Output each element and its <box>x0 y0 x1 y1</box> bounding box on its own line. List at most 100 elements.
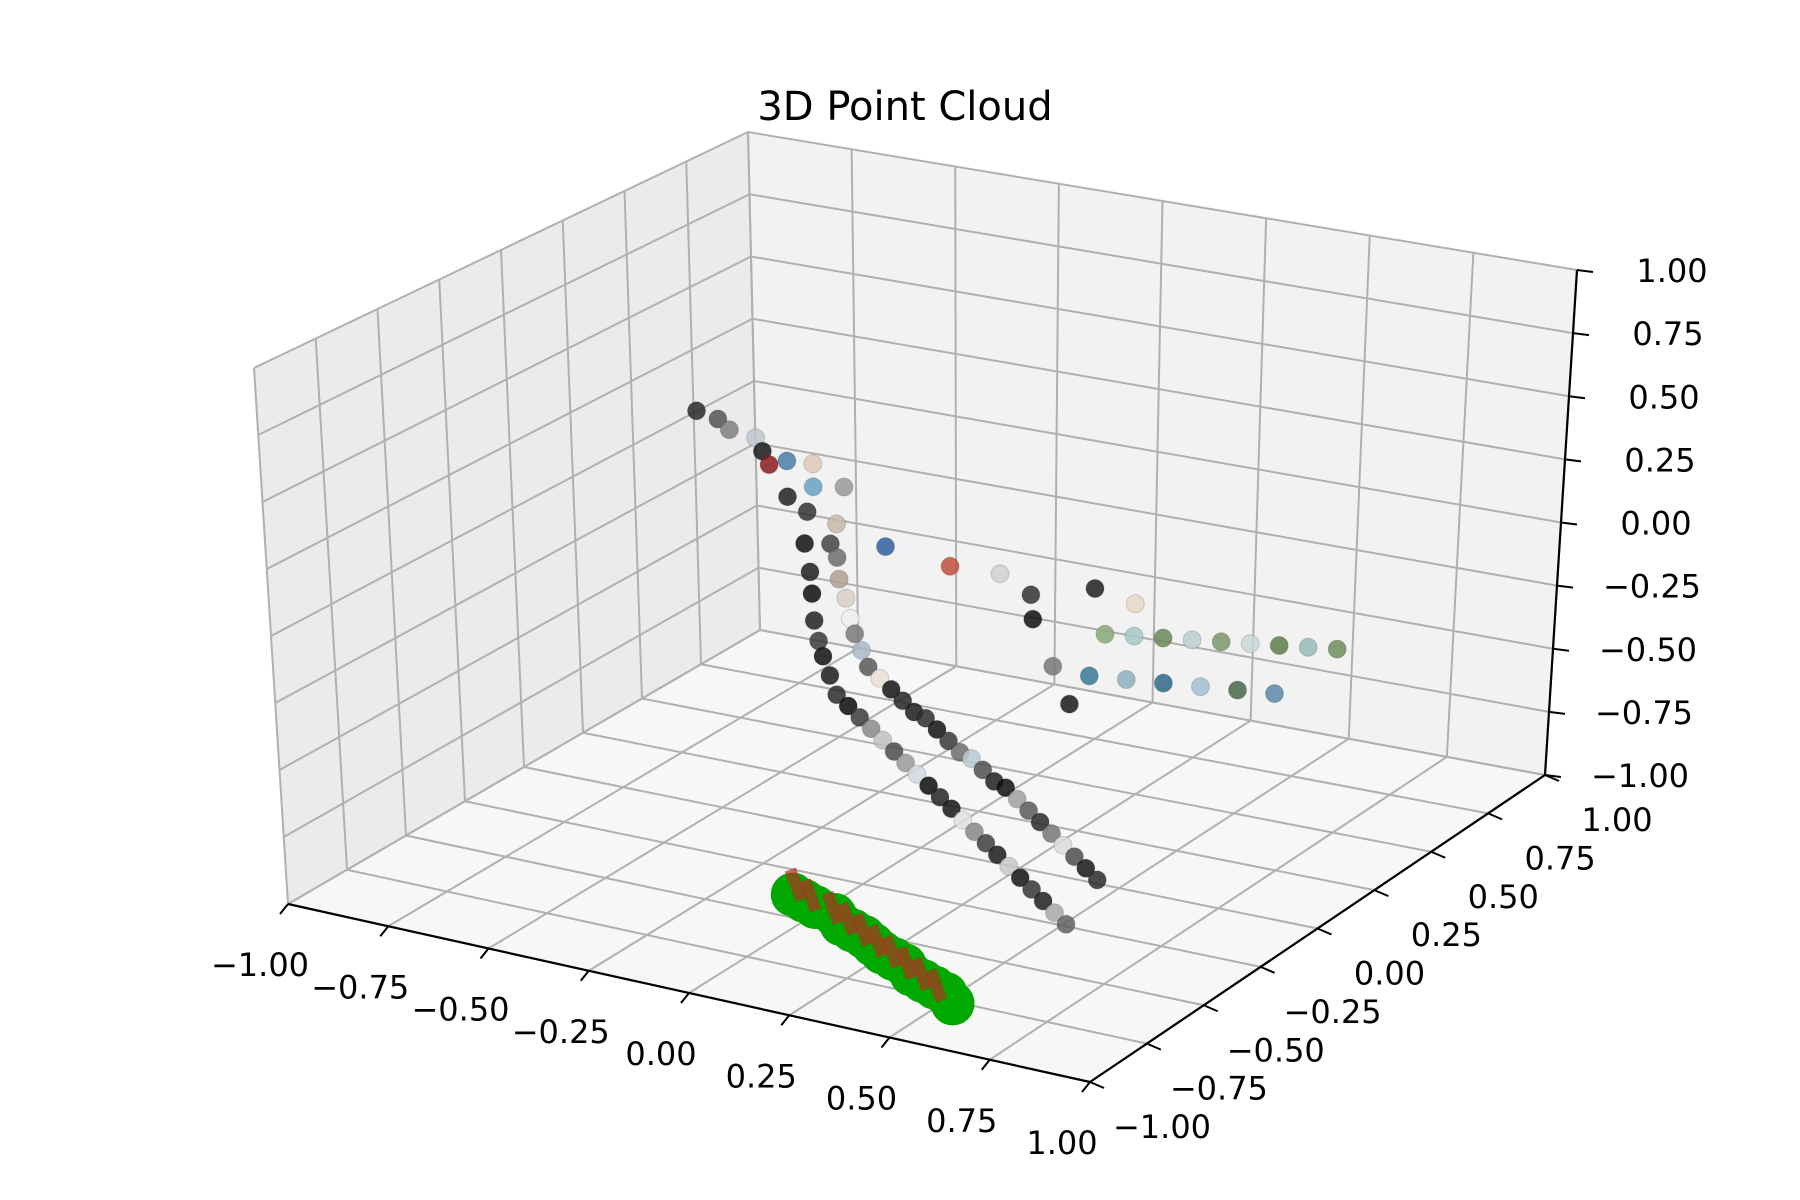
cloud-point <box>1010 868 1030 888</box>
cloud-point <box>719 420 739 440</box>
x-tick <box>379 925 390 937</box>
ground-segment <box>910 956 933 992</box>
y-gridline <box>314 338 1148 1045</box>
cloud-point <box>1116 670 1136 689</box>
ground-segment <box>799 878 822 913</box>
ground-segment <box>880 934 903 969</box>
z-tick-label: −0.75 <box>1595 694 1693 732</box>
cloud-point <box>1228 680 1247 700</box>
z-tick <box>1564 458 1582 463</box>
ground-segment <box>836 901 859 936</box>
cloud-point <box>987 845 1007 865</box>
axes-lines <box>279 269 1594 1093</box>
cloud-point <box>873 730 893 750</box>
y-tick-label: 0.25 <box>1411 916 1482 954</box>
x-tick-label: 0.50 <box>826 1080 897 1118</box>
cloud-point <box>976 833 996 853</box>
cloud-point <box>996 778 1016 798</box>
cloud-point <box>687 401 706 421</box>
cloud-point <box>1023 609 1043 629</box>
point-cloud-series <box>687 401 1347 934</box>
x-tick-label: −0.50 <box>411 991 509 1029</box>
x-tick-label: 0.75 <box>926 1102 997 1140</box>
x-tick <box>880 1036 891 1049</box>
y-tick-label: −0.25 <box>1284 993 1382 1031</box>
y-tick-label: 0.50 <box>1468 878 1539 916</box>
cloud-point <box>827 685 847 705</box>
y-tick-label: −0.75 <box>1170 1070 1268 1108</box>
cloud-point <box>964 822 984 842</box>
cloud-point <box>1019 801 1039 821</box>
z-tick-label: 0.75 <box>1632 315 1703 353</box>
cloud-point <box>1021 585 1041 605</box>
y-tick <box>1203 1004 1219 1013</box>
y-tick <box>1373 889 1389 898</box>
cloud-point <box>1087 870 1107 890</box>
cloud-point <box>927 720 947 739</box>
cloud-point <box>813 646 833 666</box>
pane-floor <box>288 630 1545 1082</box>
z-tick <box>1576 269 1594 273</box>
z-tick-label: 0.00 <box>1620 505 1691 543</box>
y-gridline <box>747 131 1546 776</box>
cloud-point <box>942 799 961 819</box>
x-tick-label: 1.00 <box>1026 1124 1097 1162</box>
x-tick-label: 0.00 <box>625 1035 696 1073</box>
y-tick-label: 1.00 <box>1581 801 1652 839</box>
y-gridline <box>376 308 1204 1007</box>
x-tick-label: −1.00 <box>211 946 309 984</box>
z-tick-label: −0.25 <box>1603 568 1701 606</box>
y-tick <box>1544 774 1560 782</box>
x-tick <box>780 1014 791 1026</box>
y-tick-label: 0.00 <box>1354 955 1425 993</box>
cloud-point <box>836 588 856 608</box>
y-tick <box>1430 850 1446 859</box>
y-tick <box>1146 1042 1162 1051</box>
cloud-point <box>953 810 973 830</box>
y-tick-label: −1.00 <box>1113 1108 1211 1146</box>
z-tick <box>1552 647 1570 652</box>
cloud-point <box>1124 626 1144 646</box>
y-gridline <box>623 190 1432 853</box>
cloud-point <box>1191 677 1210 697</box>
z-tick <box>1560 521 1578 526</box>
cloud-point <box>893 691 913 711</box>
cloud-point <box>1079 666 1099 686</box>
cloud-point <box>1153 628 1173 648</box>
cloud-point <box>876 537 895 557</box>
cloud-point <box>800 562 820 582</box>
cloud-point <box>777 451 797 471</box>
cloud-point <box>884 742 904 761</box>
y-tick-label: 0.75 <box>1525 839 1596 877</box>
ground-segment <box>865 923 889 958</box>
cloud-point <box>827 514 846 534</box>
y-tick-label: −0.50 <box>1227 1031 1325 1069</box>
cloud-point <box>708 409 728 429</box>
cloud-point <box>850 707 870 727</box>
cloud-point <box>861 719 881 739</box>
cloud-point <box>881 679 901 699</box>
cloud-point <box>916 708 936 728</box>
cloud-point <box>802 584 822 604</box>
cloud-point <box>1182 630 1202 650</box>
cloud-point <box>1211 632 1231 652</box>
cloud-point <box>829 569 849 589</box>
cloud-point <box>1064 847 1084 867</box>
cloud-point <box>804 611 824 630</box>
cloud-point <box>1269 636 1289 655</box>
cloud-point <box>1327 639 1347 659</box>
y-gridline <box>685 161 1489 815</box>
cloud-point <box>803 454 823 474</box>
cloud-point <box>797 502 817 522</box>
ground-segment <box>784 867 807 902</box>
cloud-point <box>852 640 871 660</box>
cloud-point <box>803 477 823 497</box>
cloud-point <box>1076 858 1096 878</box>
ground-segment <box>821 890 845 925</box>
cloud-point <box>1059 694 1079 714</box>
cloud-point <box>896 753 916 773</box>
cloud-point <box>1153 673 1173 693</box>
cloud-point <box>1045 903 1064 923</box>
cloud-point <box>820 666 840 685</box>
